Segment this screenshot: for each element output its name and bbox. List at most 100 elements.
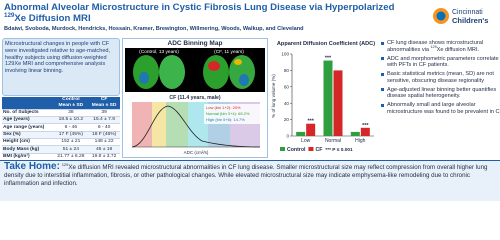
y-tick-label: 40	[284, 101, 290, 106]
legend-swatch	[308, 147, 314, 151]
bin-band	[132, 102, 152, 147]
lung	[133, 55, 159, 89]
binning-map: ADC Binning Map (Control, 13 years) (CF,…	[122, 38, 268, 158]
image-label: (Control, 13 years)	[139, 49, 179, 55]
bin-label: Low (bin 1+2): 20%	[206, 105, 241, 110]
lung	[203, 55, 229, 89]
lung-region	[234, 59, 242, 65]
x-tick-label: High	[355, 138, 366, 144]
column-sub: Mean ± SD	[91, 102, 117, 108]
table-cell: No. of Subjects	[2, 109, 54, 117]
bin-legend-box	[204, 104, 260, 124]
significance: ***	[307, 119, 314, 125]
y-axis-label: % of lung volume (%)	[271, 74, 276, 118]
bullet: Basic statistical metrics (mean, SD) are…	[381, 71, 500, 84]
p-note: *** P ≤ 0.001	[325, 147, 353, 153]
table-header-cell: CF Mean ± SD	[88, 97, 120, 110]
table-cell: 51 ± 24	[53, 145, 89, 154]
table-header-cell	[2, 97, 54, 110]
bullet: Abnormally small and large alveolar micr…	[381, 102, 500, 115]
significance: ***	[362, 123, 369, 129]
table-cell: Age range (years)	[2, 123, 54, 132]
table-row: Height (cm) 152 ± 21 148 ± 22	[2, 138, 120, 147]
bullet-sup: 129	[430, 44, 437, 49]
bar	[350, 131, 360, 136]
title-text: Abnormal Alveolar Microstructure in Cyst…	[4, 2, 395, 13]
take-home-text: Xe diffusion MRI revealed microstructura…	[4, 164, 488, 187]
x-tick-label: Low	[301, 138, 311, 144]
histogram-title: CF (11.4 years, male)	[169, 95, 221, 101]
take-home-label: Take Home:	[4, 161, 60, 172]
table-cell: 6 - 40	[88, 123, 120, 132]
table-cell: 6 - 46	[53, 123, 89, 132]
x-axis-label: ADC (cm²/s)	[184, 150, 209, 155]
table-cell: 18 F (46%)	[88, 131, 120, 140]
column-sub: Mean ± SD	[58, 102, 84, 108]
lung	[159, 55, 185, 89]
table-cell: 18.5 ± 10.2	[53, 116, 89, 125]
significance: ***	[325, 56, 332, 62]
bar	[306, 123, 316, 136]
bar	[360, 127, 370, 136]
y-tick-label: 80	[284, 68, 290, 73]
y-tick-label: 60	[284, 84, 290, 89]
summary-box: Microstructural changes in people with C…	[2, 38, 120, 96]
bin-band	[188, 102, 208, 147]
footer-band	[0, 160, 500, 201]
table-row: Age (years) 18.5 ± 10.2 15.4 ± 7.9	[2, 116, 120, 125]
table-cell: 152 ± 21	[53, 138, 89, 147]
bullet: ADC and morphometric parameters correlat…	[381, 56, 500, 69]
bullet-text: CF lung disease shows microstructural ab…	[387, 40, 484, 53]
bullet: Age-adjusted linear binning better quant…	[381, 87, 500, 100]
take-home: Take Home: 129Xe diffusion MRI revealed …	[4, 161, 496, 188]
authors: Bdaiwi, Svoboda, Murdock, Hendricks, Hos…	[4, 26, 304, 32]
bin-label: Normal (bin 3+4): 65.2%	[206, 111, 250, 116]
logo-text: Cincinnati	[452, 9, 483, 16]
table-cell: 39	[88, 109, 120, 117]
table-row: Age range (years) 6 - 46 6 - 40	[2, 123, 120, 132]
bin-label: High (bin 5+6): 14.7%	[206, 117, 245, 122]
column-name: Control	[62, 97, 80, 103]
findings-list: CF lung disease shows microstructural ab…	[380, 40, 500, 118]
histogram-curve	[131, 105, 261, 148]
table-cell: 46 ± 19	[88, 145, 120, 154]
bullet-text: Xe diffusion MRI.	[436, 46, 480, 53]
y-tick-label: 100	[281, 52, 289, 57]
table-header: Control Mean ± SD CF Mean ± SD	[2, 97, 120, 110]
page: Abnormal Alveolar Microstructure in Cyst…	[0, 0, 500, 201]
table-cell: Sex (%)	[2, 131, 54, 140]
chart-title: Apparent Diffusion Coefficient (ADC)	[277, 41, 375, 47]
table-header-cell: Control Mean ± SD	[53, 97, 89, 110]
bar	[296, 131, 306, 136]
table-row: Body Mass (kg) 51 ± 24 46 ± 19	[2, 145, 120, 154]
table-row: No. of Subjects 38 39	[2, 109, 120, 117]
legend-label: Control	[287, 147, 306, 153]
y-tick-label: 0	[286, 134, 289, 139]
title-text: Xe Diffusion MRI	[14, 13, 91, 24]
x-tick-label: Normal	[325, 138, 341, 144]
title-sup: 129	[4, 11, 15, 19]
table-cell: 38	[53, 109, 89, 117]
y-tick-label: 20	[284, 117, 290, 122]
legend-swatch	[280, 147, 285, 151]
table-row: Sex (%) 17 F (45%) 18 F (46%)	[2, 131, 120, 140]
map-title: ADC Binning Map	[168, 40, 223, 47]
table-cell: 15.4 ± 7.9	[88, 116, 120, 125]
table-body: No. of Subjects 38 39 Age (years) 18.5 ± 10.…	[2, 109, 120, 162]
table-cell: Age (years)	[2, 116, 54, 125]
lung-region	[239, 74, 249, 86]
image-label: (CF, 11 years)	[214, 49, 244, 55]
take-home-sup: 129	[61, 161, 69, 167]
table-cell: 17 F (45%)	[53, 131, 89, 140]
title: Abnormal Alveolar Microstructure in Cyst…	[4, 2, 414, 24]
lung-region	[139, 72, 149, 84]
chart: Apparent Diffusion Coefficient (ADC) % o…	[271, 41, 375, 153]
bar	[333, 70, 343, 136]
logo: Cincinnati Children's	[433, 8, 488, 25]
demographics-table: Control Mean ± SD CF Mean ± SD No. of Subj…	[2, 97, 120, 162]
column-name: CF	[100, 97, 108, 103]
table-cell: Height (cm)	[2, 138, 54, 147]
table-cell: Body Mass (kg)	[2, 145, 54, 154]
logo-mark	[436, 11, 446, 21]
lung-region	[208, 61, 220, 71]
